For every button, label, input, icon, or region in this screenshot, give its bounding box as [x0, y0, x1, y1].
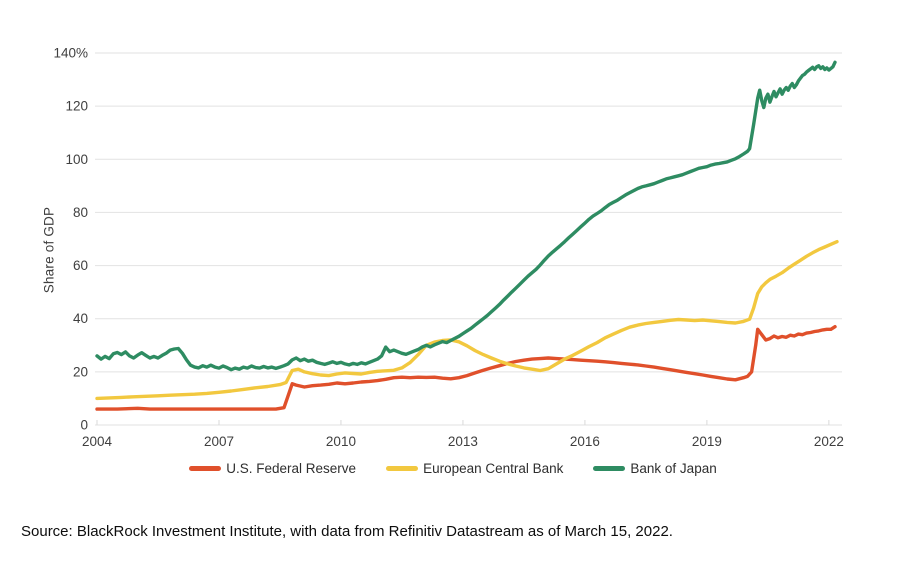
y-tick-label: 100: [65, 152, 88, 167]
x-tick-label: 2022: [814, 434, 844, 449]
y-tick-label: 140%: [53, 46, 88, 61]
y-tick-label: 0: [80, 418, 88, 433]
legend-item-fed: U.S. Federal Reserve: [189, 461, 356, 476]
y-tick-label: 120: [65, 99, 88, 114]
legend-label-ecb: European Central Bank: [423, 461, 564, 476]
legend-swatch-fed-icon: [189, 466, 222, 471]
y-tick-label: 20: [73, 364, 88, 379]
series-line-u-s-federal-reserve: [95, 325, 837, 411]
x-tick-label: 2013: [448, 434, 478, 449]
x-tick-label: 2007: [204, 434, 234, 449]
x-tick-label: 2010: [326, 434, 356, 449]
y-axis-title: Share of GDP: [41, 206, 57, 294]
legend: U.S. Federal Reserve European Central Ba…: [0, 461, 906, 476]
legend-label-boj: Bank of Japan: [630, 461, 717, 476]
y-tick-label: 80: [73, 205, 88, 220]
legend-item-ecb: European Central Bank: [386, 461, 563, 476]
y-tick-label: 40: [73, 311, 88, 326]
x-tick-label: 2004: [82, 434, 113, 449]
line-chart: 0 20 40 60 80 100 120 140% 2004 2007 2010 2013 2016 2…: [53, 46, 844, 450]
legend-item-boj: Bank of Japan: [593, 461, 717, 476]
legend-swatch-boj-icon: [593, 466, 626, 471]
legend-label-fed: U.S. Federal Reserve: [226, 461, 357, 476]
legend-swatch-ecb-icon: [386, 466, 419, 471]
x-tick-label: 2019: [692, 434, 722, 449]
series-line-european-central-bank: [95, 239, 839, 401]
series-line-bank-of-japan: [95, 60, 837, 372]
y-tick-label: 60: [73, 258, 88, 273]
source-note: Source: BlackRock Investment Institute, …: [21, 523, 673, 540]
x-tick-label: 2016: [570, 434, 600, 449]
